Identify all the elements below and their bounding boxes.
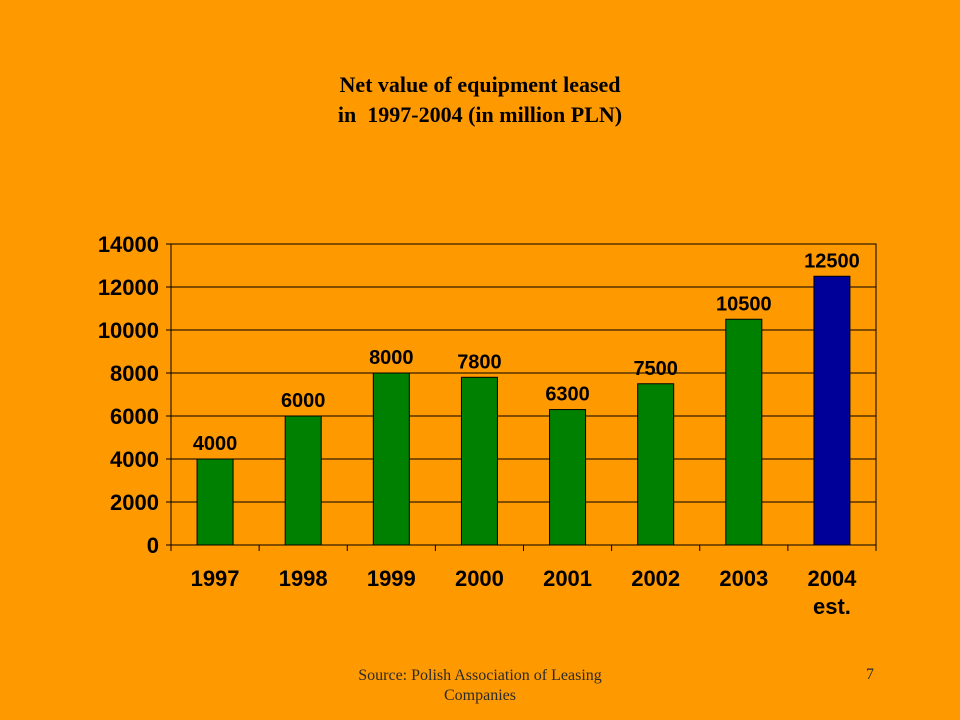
y-tick-label: 0 (147, 533, 159, 558)
data-label: 12500 (804, 250, 860, 272)
x-tick-label: 1998 (279, 566, 328, 591)
chart-title: Net value of equipment leased in 1997-20… (0, 70, 960, 130)
x-tick-label: 2002 (631, 566, 680, 591)
data-label: 8000 (369, 347, 414, 369)
data-label: 4000 (193, 433, 238, 455)
data-label: 7500 (633, 358, 678, 380)
x-tick-label: 2000 (455, 566, 504, 591)
bar (549, 409, 587, 546)
y-tick-label: 12000 (98, 275, 159, 300)
y-tick-label: 10000 (98, 318, 159, 343)
plot-area (170, 243, 877, 546)
data-label: 7800 (457, 351, 502, 373)
data-label: 6300 (545, 384, 590, 406)
footer-source: Source: Polish Association of Leasing Co… (358, 667, 602, 704)
chart-title-line-2: in 1997-2004 (in million PLN) (337, 102, 623, 127)
y-tick-label: 14000 (98, 232, 159, 257)
y-tick-label: 4000 (110, 447, 159, 472)
bar (372, 372, 410, 546)
x-tick-label: 2003 (719, 566, 768, 591)
x-tick-label: 2001 (543, 566, 592, 591)
y-tick-label: 8000 (110, 361, 159, 386)
x-tick-label: 2004 (807, 566, 857, 591)
x-tick-sublabel: est. (813, 594, 851, 619)
y-tick-label: 2000 (110, 490, 159, 515)
bar (813, 275, 851, 546)
data-label: 6000 (281, 390, 326, 412)
bar (460, 376, 498, 546)
chart-title-line-1: Net value of equipment leased (339, 72, 621, 97)
bar (725, 318, 763, 546)
y-tick-label: 6000 (110, 404, 159, 429)
page-number: 7 (866, 666, 874, 683)
bar (637, 383, 675, 546)
data-label: 10500 (716, 293, 772, 315)
x-tick-label: 1999 (367, 566, 416, 591)
bar (284, 415, 322, 546)
x-tick-label: 1997 (191, 566, 240, 591)
bar (196, 458, 234, 546)
